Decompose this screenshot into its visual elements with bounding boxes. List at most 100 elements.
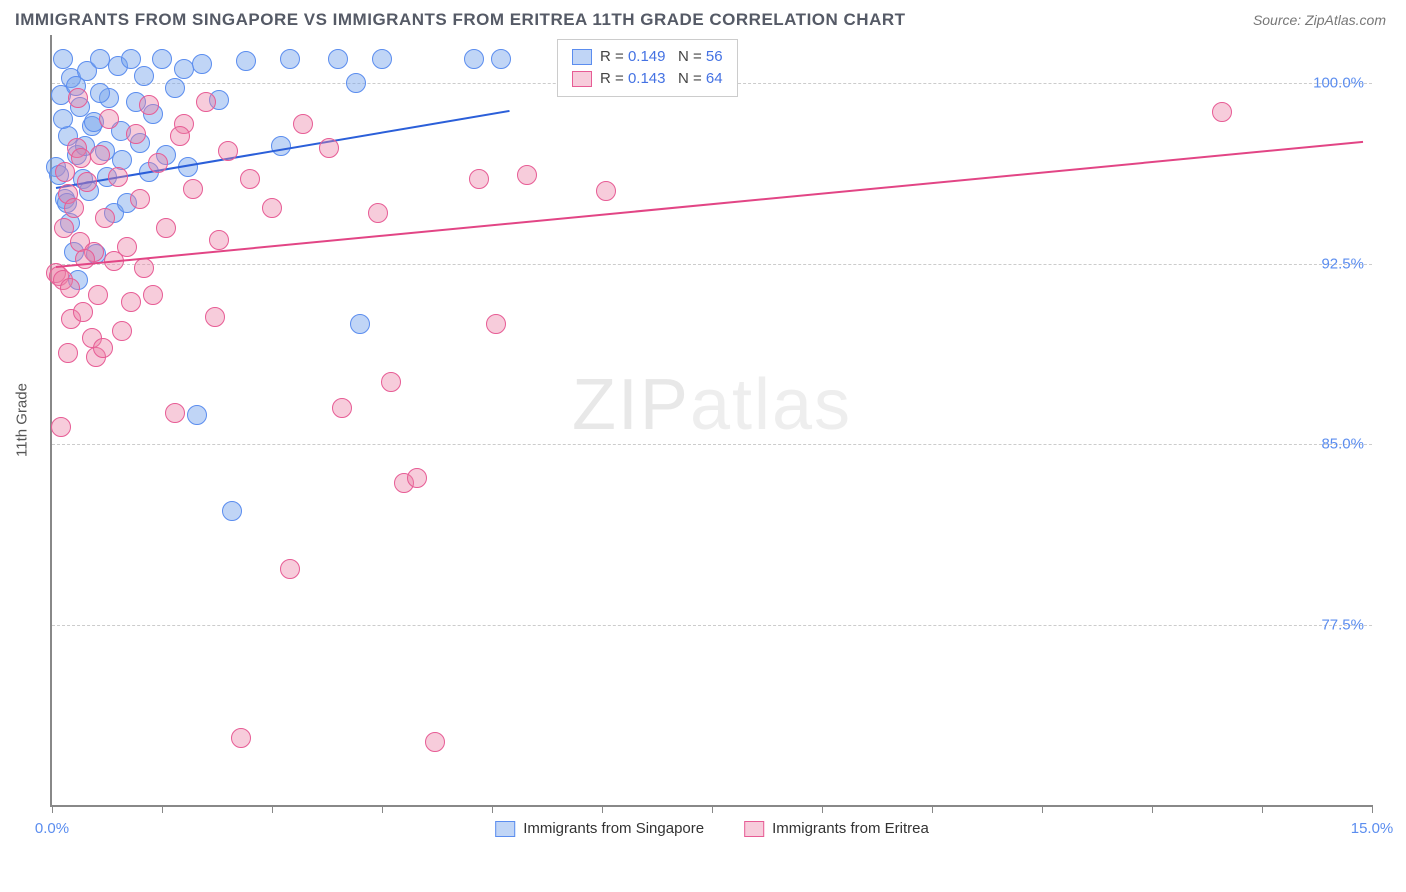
data-point — [293, 114, 313, 134]
data-point — [596, 181, 616, 201]
data-point — [328, 49, 348, 69]
data-point — [130, 189, 150, 209]
data-point — [205, 307, 225, 327]
data-point — [134, 258, 154, 278]
data-point — [170, 126, 190, 146]
data-point — [407, 468, 427, 488]
data-point — [425, 732, 445, 752]
data-point — [469, 169, 489, 189]
data-point — [88, 285, 108, 305]
x-tick — [52, 805, 53, 813]
data-point — [192, 54, 212, 74]
data-point — [148, 153, 168, 173]
x-tick — [1372, 805, 1373, 813]
x-tick — [492, 805, 493, 813]
data-point — [319, 138, 339, 158]
data-point — [126, 124, 146, 144]
data-point — [1212, 102, 1232, 122]
legend-item: Immigrants from Eritrea — [744, 820, 929, 837]
data-point — [280, 559, 300, 579]
data-point — [222, 501, 242, 521]
data-point — [64, 198, 84, 218]
data-point — [209, 230, 229, 250]
y-tick-label: 92.5% — [1321, 255, 1364, 272]
data-point — [196, 92, 216, 112]
legend-row: R = 0.143 N = 64 — [572, 68, 723, 90]
data-point — [280, 49, 300, 69]
data-point — [231, 728, 251, 748]
data-point — [112, 321, 132, 341]
x-tick-label: 15.0% — [1351, 820, 1394, 837]
y-axis-label: 11th Grade — [14, 383, 31, 457]
x-tick — [712, 805, 713, 813]
data-point — [156, 218, 176, 238]
x-tick — [162, 805, 163, 813]
data-point — [240, 169, 260, 189]
data-point — [77, 172, 97, 192]
data-point — [121, 292, 141, 312]
data-point — [381, 372, 401, 392]
data-point — [486, 314, 506, 334]
data-point — [139, 95, 159, 115]
data-point — [332, 398, 352, 418]
x-tick — [822, 805, 823, 813]
data-point — [183, 179, 203, 199]
data-point — [165, 403, 185, 423]
data-point — [117, 237, 137, 257]
data-point — [51, 417, 71, 437]
data-point — [71, 148, 91, 168]
scatter-chart: 11th Grade ZIPatlas 100.0%92.5%85.0%77.5… — [50, 35, 1372, 807]
data-point — [60, 278, 80, 298]
trend-line — [56, 141, 1363, 268]
x-tick — [272, 805, 273, 813]
x-tick — [1262, 805, 1263, 813]
x-tick — [1152, 805, 1153, 813]
y-tick-label: 100.0% — [1313, 75, 1364, 92]
data-point — [53, 49, 73, 69]
correlation-legend: R = 0.149 N = 56R = 0.143 N = 64 — [557, 39, 738, 97]
source-label: Source: ZipAtlas.com — [1253, 12, 1386, 28]
y-tick-label: 77.5% — [1321, 616, 1364, 633]
data-point — [187, 405, 207, 425]
data-point — [95, 208, 115, 228]
data-point — [143, 285, 163, 305]
data-point — [152, 49, 172, 69]
data-point — [350, 314, 370, 334]
data-point — [262, 198, 282, 218]
x-tick — [602, 805, 603, 813]
data-point — [372, 49, 392, 69]
gridline — [52, 264, 1372, 265]
gridline — [52, 444, 1372, 445]
data-point — [491, 49, 511, 69]
data-point — [108, 167, 128, 187]
data-point — [90, 145, 110, 165]
data-point — [68, 88, 88, 108]
data-point — [218, 141, 238, 161]
legend-item: Immigrants from Singapore — [495, 820, 704, 837]
data-point — [464, 49, 484, 69]
data-point — [99, 109, 119, 129]
data-point — [236, 51, 256, 71]
data-point — [55, 162, 75, 182]
gridline — [52, 625, 1372, 626]
data-point — [73, 302, 93, 322]
data-point — [90, 83, 110, 103]
x-tick — [1042, 805, 1043, 813]
data-point — [54, 218, 74, 238]
y-tick-label: 85.0% — [1321, 436, 1364, 453]
data-point — [93, 338, 113, 358]
data-point — [53, 109, 73, 129]
data-point — [368, 203, 388, 223]
data-point — [346, 73, 366, 93]
data-point — [165, 78, 185, 98]
chart-title: IMMIGRANTS FROM SINGAPORE VS IMMIGRANTS … — [15, 10, 906, 30]
x-tick — [382, 805, 383, 813]
series-legend: Immigrants from Singapore Immigrants from… — [495, 820, 929, 837]
data-point — [134, 66, 154, 86]
data-point — [271, 136, 291, 156]
x-tick — [932, 805, 933, 813]
data-point — [121, 49, 141, 69]
x-tick-label: 0.0% — [35, 820, 69, 837]
data-point — [517, 165, 537, 185]
watermark: ZIPatlas — [572, 364, 852, 446]
